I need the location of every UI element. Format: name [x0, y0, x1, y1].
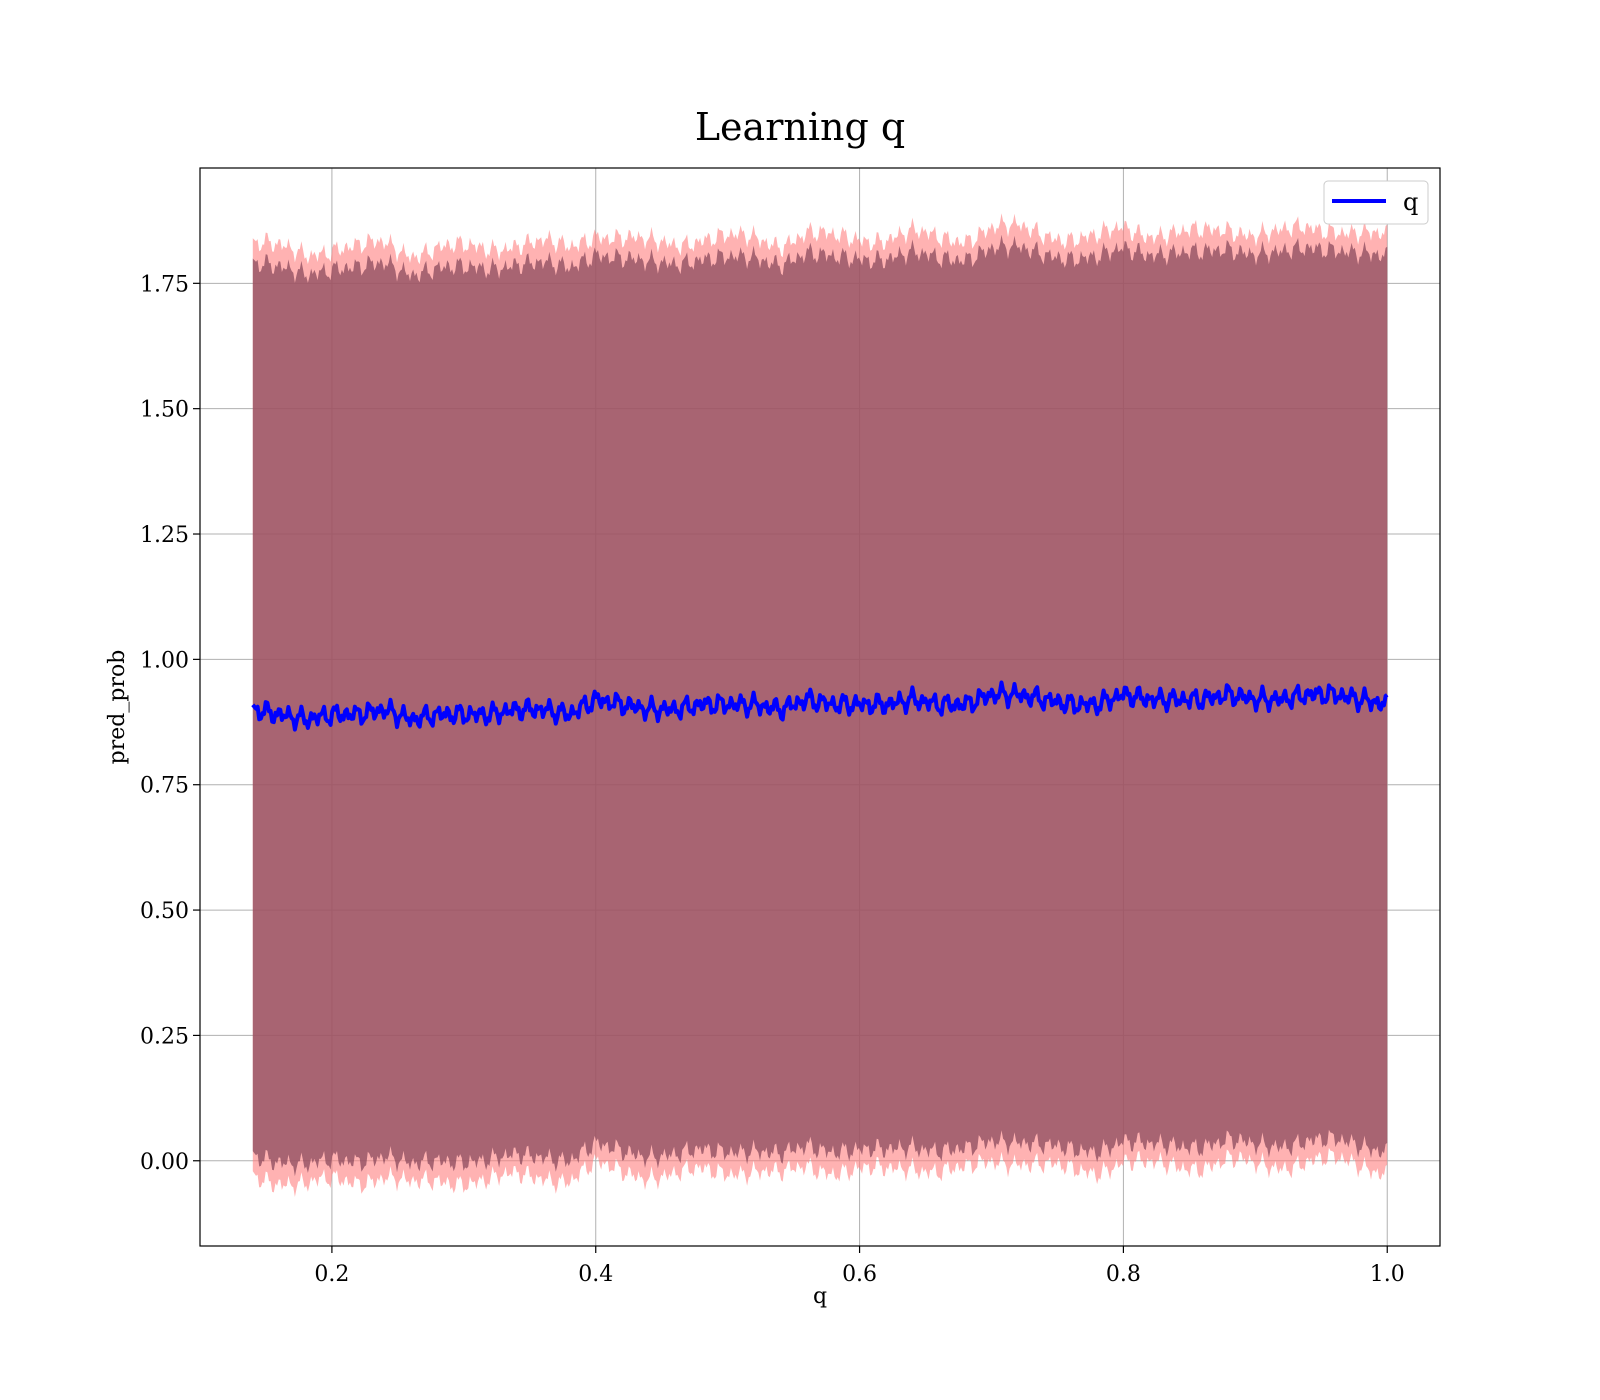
x-tick-label: 1.0	[1370, 1262, 1405, 1287]
x-tick-label: 0.6	[842, 1262, 877, 1287]
chart-title: Learning q	[695, 105, 905, 149]
y-tick-label: 1.25	[140, 523, 189, 548]
y-tick-label: 0.00	[140, 1150, 189, 1175]
x-tick-label: 0.8	[1106, 1262, 1141, 1287]
legend-label-q: q	[1403, 188, 1418, 216]
y-axis-label: pred_prob	[105, 650, 130, 765]
x-axis-label: q	[813, 1284, 827, 1309]
legend: q	[1323, 180, 1429, 225]
series-line-q	[251, 680, 1389, 732]
y-tick-label: 0.50	[140, 899, 189, 924]
x-tick-label: 0.4	[578, 1262, 613, 1287]
y-tick-label: 1.00	[140, 648, 189, 673]
plot-area	[199, 167, 1441, 1247]
y-tick-label: 1.75	[140, 272, 189, 297]
x-axis-ticks: 0.2 0.4 0.6 0.8 1.0	[314, 1246, 1405, 1287]
y-axis-ticks: 0.00 0.25 0.50 0.75 1.00 1.25 1.50 1.75	[140, 272, 200, 1175]
y-tick-label: 1.50	[140, 398, 189, 423]
y-tick-label: 0.75	[140, 774, 189, 799]
y-tick-label: 0.25	[140, 1024, 189, 1049]
x-tick-label: 0.2	[314, 1262, 349, 1287]
plot-frame	[199, 167, 1441, 1247]
